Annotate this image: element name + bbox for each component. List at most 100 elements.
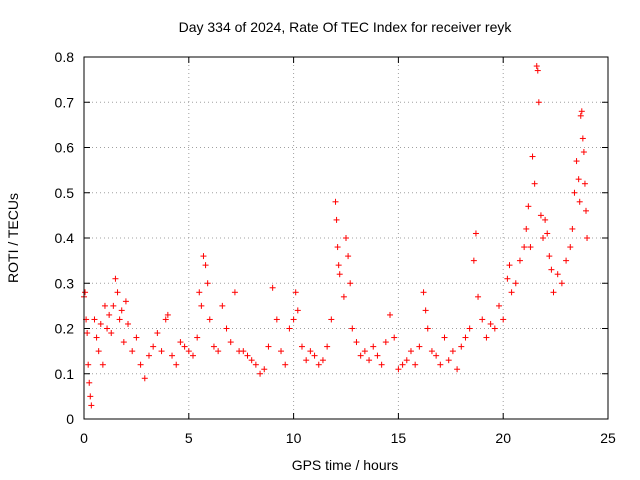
data-point-0-143 — [544, 230, 551, 237]
data-point-0-90 — [361, 348, 368, 355]
data-point-0-31 — [154, 330, 161, 337]
data-point-0-22 — [120, 339, 127, 346]
data-point-0-18 — [112, 275, 119, 282]
data-point-0-88 — [353, 339, 360, 346]
data-point-0-93 — [374, 352, 381, 359]
data-point-0-9 — [93, 334, 100, 341]
data-point-0-12 — [99, 361, 106, 368]
data-point-0-56 — [244, 352, 251, 359]
data-point-0-97 — [391, 334, 398, 341]
data-point-0-51 — [223, 325, 230, 332]
data-point-0-45 — [202, 262, 209, 269]
data-point-0-41 — [194, 334, 201, 341]
data-point-0-77 — [328, 316, 335, 323]
data-point-0-136 — [531, 180, 538, 187]
data-point-0-107 — [428, 348, 435, 355]
data-points — [81, 63, 591, 409]
grid — [84, 57, 608, 419]
data-point-0-91 — [366, 357, 373, 364]
data-point-0-38 — [181, 343, 188, 350]
data-point-0-73 — [311, 352, 318, 359]
data-point-0-154 — [575, 176, 582, 183]
data-point-0-116 — [466, 325, 473, 332]
data-point-0-70 — [298, 343, 305, 350]
data-point-0-47 — [206, 316, 213, 323]
data-point-0-66 — [286, 325, 293, 332]
data-point-0-34 — [164, 311, 171, 318]
data-point-0-23 — [122, 298, 129, 305]
x-tick-label-5: 25 — [600, 430, 616, 446]
data-point-0-80 — [334, 244, 341, 251]
data-point-0-55 — [240, 348, 247, 355]
data-point-0-122 — [487, 320, 494, 327]
data-point-0-134 — [527, 244, 534, 251]
data-point-0-96 — [387, 311, 394, 318]
data-point-0-113 — [454, 366, 461, 373]
data-point-0-15 — [106, 311, 113, 318]
data-point-0-29 — [145, 352, 152, 359]
y-tick-label-0: 0 — [66, 411, 74, 427]
data-point-0-148 — [558, 280, 565, 287]
data-point-0-59 — [257, 370, 264, 377]
data-point-0-53 — [231, 289, 238, 296]
data-point-0-112 — [449, 348, 456, 355]
data-point-0-118 — [472, 230, 479, 237]
data-point-0-19 — [114, 289, 121, 296]
data-point-0-71 — [303, 357, 310, 364]
data-point-0-117 — [470, 257, 477, 264]
data-point-0-43 — [198, 302, 205, 309]
data-point-0-20 — [116, 316, 123, 323]
data-point-0-4 — [85, 361, 92, 368]
data-point-0-126 — [504, 275, 511, 282]
data-point-0-140 — [537, 212, 544, 219]
data-point-0-120 — [479, 316, 486, 323]
data-point-0-8 — [91, 316, 98, 323]
data-point-0-130 — [516, 257, 523, 264]
data-point-0-75 — [319, 357, 326, 364]
x-tick-label-0: 0 — [80, 430, 88, 446]
data-point-0-125 — [500, 316, 507, 323]
x-axis-label: GPS time / hours — [292, 457, 399, 473]
data-point-0-145 — [548, 266, 555, 273]
data-point-0-142 — [542, 216, 549, 223]
data-point-0-48 — [210, 343, 217, 350]
data-point-0-49 — [215, 348, 222, 355]
data-point-0-13 — [101, 302, 108, 309]
data-point-0-108 — [433, 352, 440, 359]
data-point-0-137 — [533, 63, 540, 70]
data-point-0-46 — [204, 280, 211, 287]
data-point-0-114 — [458, 343, 465, 350]
data-point-0-151 — [569, 225, 576, 232]
y-tick-label-7: 0.7 — [55, 94, 75, 110]
data-point-0-64 — [278, 348, 285, 355]
data-point-0-32 — [158, 348, 165, 355]
data-point-0-37 — [177, 339, 184, 346]
data-point-0-115 — [462, 334, 469, 341]
data-point-0-131 — [521, 244, 528, 251]
x-tick-label-2: 10 — [286, 430, 302, 446]
data-point-0-14 — [104, 325, 111, 332]
data-point-0-33 — [162, 316, 169, 323]
data-point-0-39 — [185, 348, 192, 355]
data-point-0-102 — [412, 361, 419, 368]
data-point-0-133 — [525, 203, 532, 210]
data-point-0-144 — [546, 253, 553, 260]
data-point-0-98 — [395, 366, 402, 373]
data-point-0-11 — [97, 320, 104, 327]
y-tick-label-6: 0.6 — [55, 140, 75, 156]
data-point-0-89 — [357, 352, 364, 359]
data-point-0-103 — [416, 343, 423, 350]
data-point-0-78 — [332, 198, 339, 205]
data-point-0-101 — [407, 348, 414, 355]
data-point-0-28 — [141, 375, 148, 382]
data-point-0-110 — [441, 334, 448, 341]
data-point-0-26 — [133, 334, 140, 341]
data-point-0-67 — [290, 316, 297, 323]
data-point-0-139 — [535, 99, 542, 106]
data-point-0-119 — [475, 293, 482, 300]
y-tick-label-5: 0.5 — [55, 185, 75, 201]
chart-title: Day 334 of 2024, Rate Of TEC Index for r… — [179, 19, 513, 35]
y-tick-label-8: 0.8 — [55, 49, 75, 65]
data-point-0-16 — [108, 330, 115, 337]
